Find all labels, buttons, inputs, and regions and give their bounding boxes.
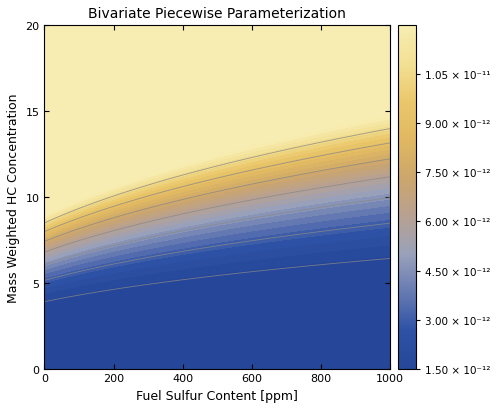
Title: Bivariate Piecewise Parameterization: Bivariate Piecewise Parameterization <box>88 7 346 21</box>
X-axis label: Fuel Sulfur Content [ppm]: Fuel Sulfur Content [ppm] <box>136 389 298 402</box>
Y-axis label: Mass Weighted HC Concentration: Mass Weighted HC Concentration <box>7 93 20 302</box>
